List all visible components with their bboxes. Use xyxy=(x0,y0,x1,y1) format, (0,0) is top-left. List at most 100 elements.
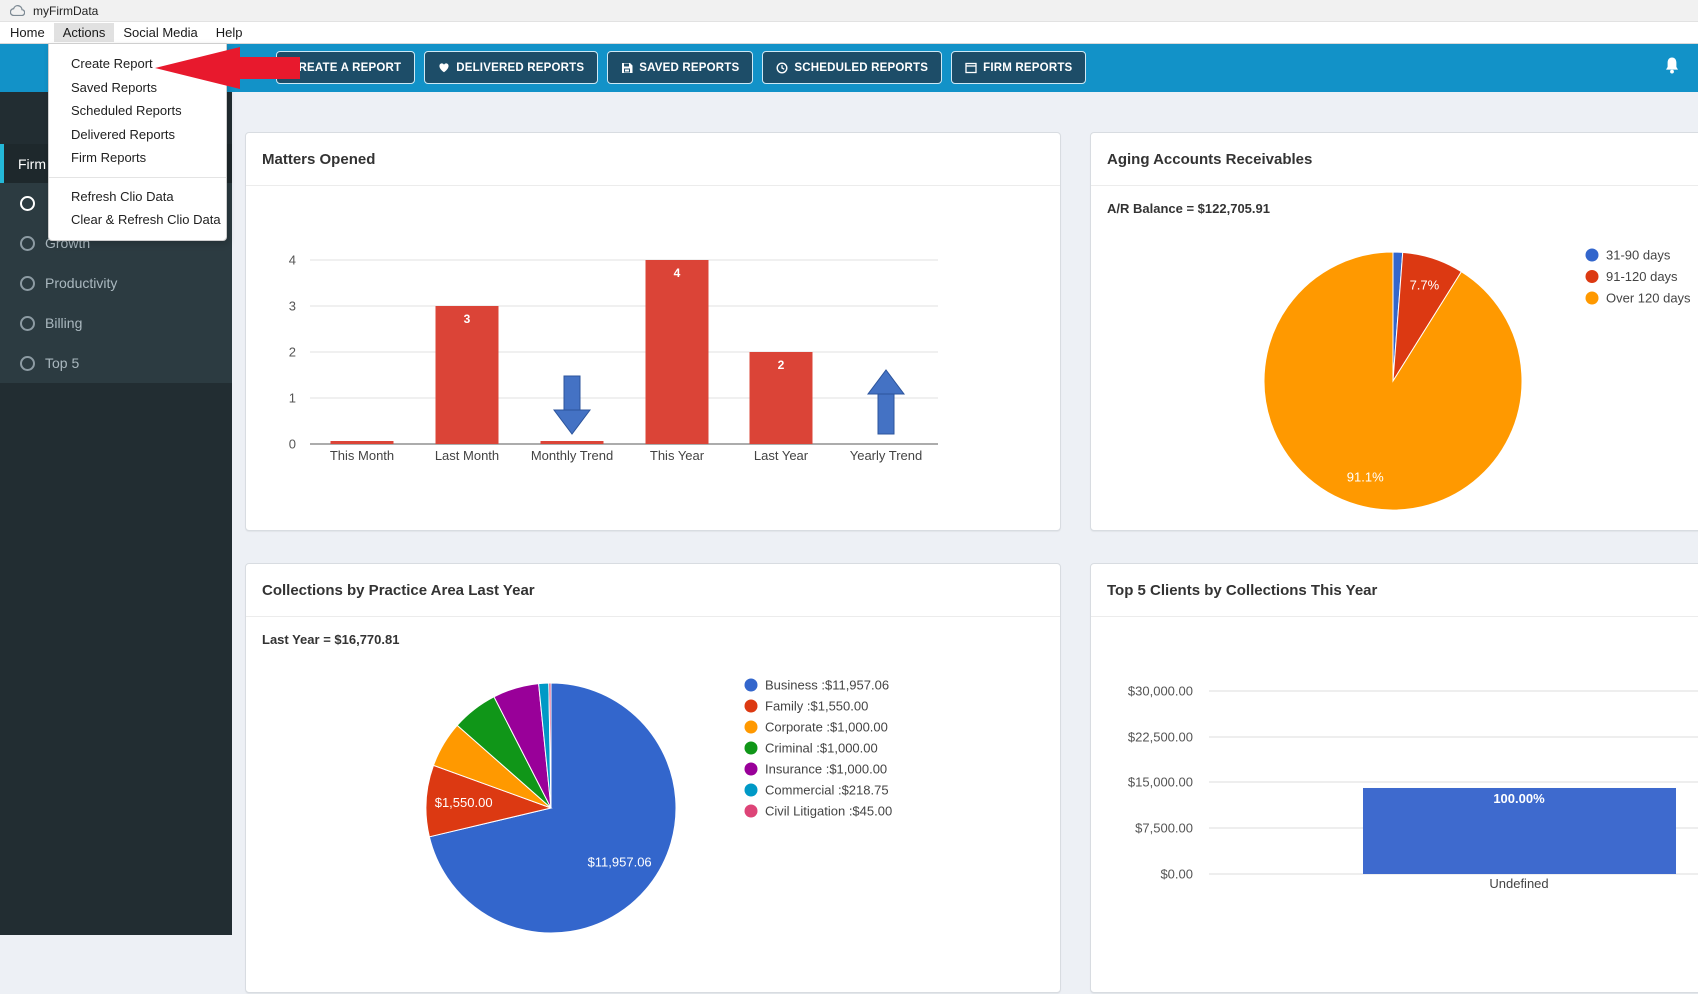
menu-item-firm-reports[interactable]: Firm Reports xyxy=(71,150,147,166)
firm-reports-button[interactable]: FIRM REPORTS xyxy=(951,51,1087,84)
bell-icon[interactable] xyxy=(1662,53,1684,79)
menu-separator xyxy=(49,176,226,178)
aging-ar-pie-chart: 7.7% 91.1% 31-90 days 91-120 days Over 120 d… xyxy=(1263,248,1691,511)
slice-label: $11,957.06 xyxy=(588,854,652,869)
firm-reports-label: FIRM REPORTS xyxy=(983,61,1073,74)
card-collections-by-practice-area: Collections by Practice Area Last Year L… xyxy=(245,563,1061,993)
scheduled-reports-label: SCHEDULED REPORTS xyxy=(794,61,929,74)
legend-dot xyxy=(1585,248,1599,262)
delivered-reports-button[interactable]: DELIVERED REPORTS xyxy=(424,51,599,84)
scheduled-reports-button[interactable]: SCHEDULED REPORTS xyxy=(762,51,943,84)
card-title: Collections by Practice Area Last Year xyxy=(246,564,1060,617)
legend-item: 91-120 days xyxy=(1606,269,1678,284)
slice-label: $1,550.00 xyxy=(435,795,493,810)
bar-value-label: 100.00% xyxy=(1493,791,1545,806)
menu-social-media[interactable]: Social Media xyxy=(123,25,198,40)
clock-icon xyxy=(776,61,788,74)
slice-label: 7.7% xyxy=(1410,277,1440,292)
bar-value-label: 2 xyxy=(778,358,785,372)
matters-opened-bar-chart: 4 3 2 1 0 This Month 3 Last Month Monthly Trend 4… xyxy=(289,253,938,463)
x-axis-label: Monthly Trend xyxy=(531,448,613,463)
menubar: Home Actions Social Media Help xyxy=(0,22,1698,44)
app-window: { "window": { "title": "myFirmData", "ic… xyxy=(0,3,1698,993)
bar xyxy=(435,306,499,444)
legend-item: Commercial :$218.75 xyxy=(765,783,889,798)
menu-help[interactable]: Help xyxy=(215,25,243,40)
menu-item-scheduled-reports[interactable]: Scheduled Reports xyxy=(71,103,182,119)
sidebar-section-label: Firm xyxy=(18,155,46,172)
y-axis-tick: $0.00 xyxy=(1160,867,1193,882)
legend-dot xyxy=(1585,270,1599,283)
card-top-5-clients: Top 5 Clients by Collections This Year $… xyxy=(1090,563,1698,993)
heart-icon xyxy=(438,62,450,73)
delivered-reports-label: DELIVERED REPORTS xyxy=(456,61,585,74)
y-axis-tick: 4 xyxy=(289,253,296,268)
menu-item-refresh-clio-data[interactable]: Refresh Clio Data xyxy=(71,188,174,204)
bar xyxy=(1363,787,1676,874)
legend-dot xyxy=(744,699,758,713)
legend-dot xyxy=(744,741,758,755)
legend-item: Corporate :$1,000.00 xyxy=(765,720,888,735)
menu-item-clear-refresh-clio-data[interactable]: Clear & Refresh Clio Data xyxy=(71,212,221,228)
app-title: myFirmData xyxy=(33,3,99,18)
legend-dot xyxy=(744,678,758,692)
zero-bar xyxy=(540,441,604,444)
card-title: Top 5 Clients by Collections This Year xyxy=(1091,564,1698,617)
card-aging-accounts-receivables: Aging Accounts Receivables A/R Balance =… xyxy=(1090,132,1698,531)
zero-bar xyxy=(330,441,394,444)
bar xyxy=(645,260,709,444)
sidebar-item-billing[interactable]: Billing xyxy=(0,303,232,343)
circle-icon xyxy=(20,275,35,291)
legend-dot xyxy=(744,804,758,818)
y-axis-tick: $15,000.00 xyxy=(1128,775,1193,790)
sidebar-item-top-5[interactable]: Top 5 xyxy=(0,343,232,383)
card-matters-opened: Matters Opened 4 3 2 1 0 This Month 3 Last Mont… xyxy=(245,132,1061,531)
y-axis-tick: $30,000.00 xyxy=(1128,684,1193,699)
trend-up-arrow-icon xyxy=(867,369,905,395)
ar-balance-text: A/R Balance = $122,705.91 xyxy=(1107,201,1270,216)
save-icon xyxy=(621,62,633,74)
trend-down-arrow-icon xyxy=(563,375,581,411)
bar-value-label: 4 xyxy=(674,266,681,280)
x-axis-label: Last Year xyxy=(754,448,809,463)
circle-icon xyxy=(20,315,35,331)
sidebar-item-productivity[interactable]: Productivity xyxy=(0,263,232,303)
annotation-arrow xyxy=(155,47,300,89)
pie-slice xyxy=(1263,251,1523,511)
card-title: Matters Opened xyxy=(246,133,1060,186)
x-axis-label: Yearly Trend xyxy=(850,448,923,463)
legend-item: Business :$11,957.06 xyxy=(765,678,889,693)
legend-item: Civil Litigation :$45.00 xyxy=(765,804,892,819)
legend-item: Over 120 days xyxy=(1606,291,1691,306)
y-axis-tick: 0 xyxy=(289,437,296,452)
sidebar-item-hidden[interactable] xyxy=(0,183,232,223)
circle-icon xyxy=(20,235,35,251)
legend-dot xyxy=(744,720,758,734)
x-axis-label: Last Month xyxy=(435,448,499,463)
card-title: Aging Accounts Receivables xyxy=(1091,133,1698,186)
y-axis-tick: $7,500.00 xyxy=(1135,821,1193,836)
top5-clients-bar-chart: $30,000.00 $22,500.00 $15,000.00 $7,500.00 $… xyxy=(1128,684,1698,891)
y-axis-tick: 1 xyxy=(289,391,296,406)
x-axis-label: Undefined xyxy=(1489,876,1548,891)
legend-dot xyxy=(1585,291,1599,305)
menu-item-create-report[interactable]: Create Report xyxy=(71,56,153,72)
legend-item: Criminal :$1,000.00 xyxy=(765,741,878,756)
menu-item-saved-reports[interactable]: Saved Reports xyxy=(71,79,157,95)
slice-label: 91.1% xyxy=(1347,470,1384,485)
saved-reports-label: SAVED REPORTS xyxy=(639,61,740,74)
menu-actions[interactable]: Actions xyxy=(53,23,115,42)
circle-icon xyxy=(20,355,35,371)
saved-reports-button[interactable]: SAVED REPORTS xyxy=(607,51,754,84)
legend-item: Family :$1,550.00 xyxy=(765,699,868,714)
cloud-icon xyxy=(10,5,25,16)
report-window-icon xyxy=(965,62,977,74)
legend-dot xyxy=(744,783,758,797)
y-axis-tick: 2 xyxy=(289,345,296,360)
bar xyxy=(749,352,813,444)
trend-up-arrow-icon xyxy=(877,393,895,435)
pie-slice xyxy=(428,682,677,934)
menu-home[interactable]: Home xyxy=(10,25,45,40)
circle-icon xyxy=(20,195,35,211)
menu-item-delivered-reports[interactable]: Delivered Reports xyxy=(71,126,176,142)
